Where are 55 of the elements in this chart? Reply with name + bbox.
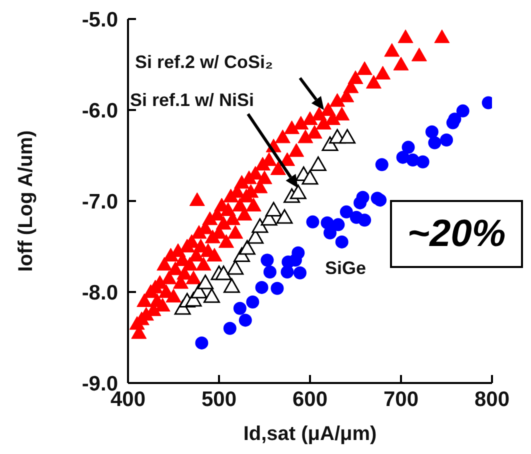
point <box>260 254 274 267</box>
point <box>238 240 256 255</box>
point <box>195 336 208 350</box>
y-axis-title: Ioff (Log A/um) <box>15 130 37 272</box>
y-tick-label: -8.0 <box>82 281 118 304</box>
point <box>456 104 470 118</box>
text: Si ref.2 w/ CoSi₂ <box>135 52 274 72</box>
point <box>324 226 337 240</box>
point <box>276 209 293 224</box>
point <box>440 134 453 147</box>
point <box>293 266 306 280</box>
annotation: ~20% <box>390 200 523 268</box>
point <box>310 156 326 171</box>
x-tick-label: 800 <box>474 388 510 411</box>
point <box>340 205 353 218</box>
point <box>252 218 268 233</box>
point <box>375 158 388 172</box>
point <box>265 202 282 216</box>
point <box>402 140 415 154</box>
point <box>233 302 246 315</box>
point <box>306 215 320 228</box>
point <box>223 322 236 335</box>
point <box>292 246 305 260</box>
point <box>238 314 252 327</box>
point <box>263 265 276 278</box>
point <box>203 288 220 303</box>
x-axis-title: Id,sat (μA/μm) <box>243 423 377 445</box>
point <box>339 129 356 144</box>
point <box>280 265 294 278</box>
point <box>332 218 345 232</box>
x-tick-label: 700 <box>383 388 419 411</box>
point <box>358 214 372 227</box>
point <box>255 280 268 294</box>
point <box>356 190 370 204</box>
point <box>302 170 318 185</box>
point <box>197 274 214 290</box>
y-tick-label: -7.0 <box>82 190 118 214</box>
point <box>270 282 284 295</box>
point <box>416 155 430 168</box>
x-tick-label: 500 <box>201 388 237 411</box>
y-tick-label: -5.0 <box>82 8 118 32</box>
point <box>428 136 442 150</box>
x-tick-label: 600 <box>292 388 328 411</box>
series-label: SiGe <box>325 258 366 278</box>
point <box>246 296 260 309</box>
point <box>223 278 240 293</box>
point <box>335 235 348 248</box>
point <box>425 125 438 138</box>
y-tick-label: -6.0 <box>82 99 118 122</box>
point <box>227 260 244 275</box>
point <box>448 112 462 126</box>
point <box>215 266 232 280</box>
text: Si ref.1 w/ NiSi <box>130 90 254 110</box>
point <box>374 194 387 207</box>
point <box>290 184 306 200</box>
